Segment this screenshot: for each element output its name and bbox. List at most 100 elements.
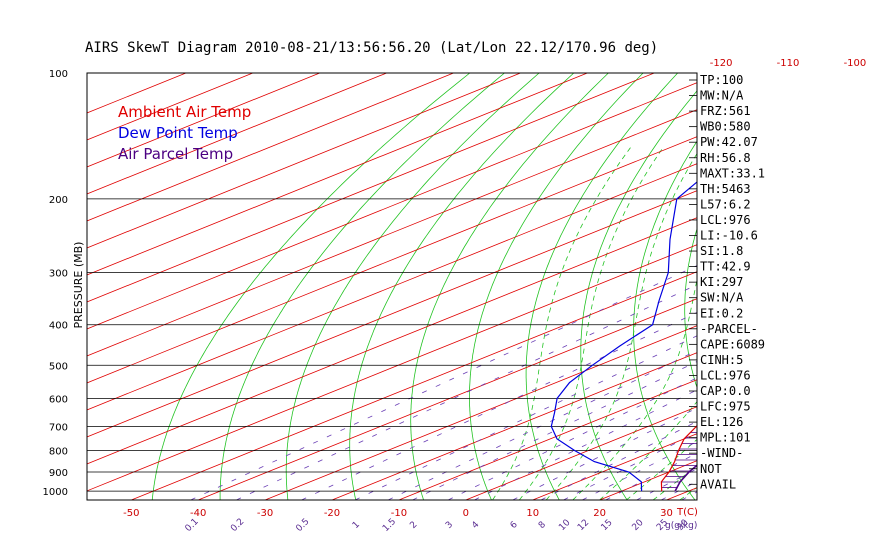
mixing-ratio-label: 6 [509,520,520,531]
stability-index-value: CAPE:6089 [700,337,765,351]
legend: Ambient Air Temp Dew Point Temp Air Parc… [118,103,251,163]
mixing-ratio-line [636,468,697,500]
bottom-temp-tick-label: 30 [660,508,673,519]
plot-frame [86,72,698,501]
stability-index-value: CAP:0.0 [700,384,751,398]
isotherm [198,298,697,500]
mixing-ratio-label: 1.5 [381,517,398,534]
dew-point-temp-line [550,181,697,492]
stability-index-value: TP:100 [700,73,743,87]
isotherm [131,271,697,500]
stability-index-value: AVAIL [700,477,736,491]
mixing-ratio-label: 0.1 [184,517,201,534]
moist-adiabat [492,146,632,500]
mixing-ratio-label: 0.5 [294,517,311,534]
stability-index-value: TH:5463 [700,182,751,196]
dry-adiabat [151,73,471,500]
dry-adiabat [219,73,505,500]
pressure-tick-label: 700 [49,422,68,433]
stability-index-value: L57:6.2 [700,197,751,211]
stability-index-value: CINH:5 [700,353,743,367]
dry-adiabat [782,73,870,500]
legend-ambient-air-temp: Ambient Air Temp [118,103,251,121]
isotherm [398,379,697,500]
stability-index-value: RH:56.8 [700,151,751,165]
stability-index-value: PW:42.07 [700,135,758,149]
legend-air-parcel-temp: Air Parcel Temp [118,145,233,163]
stability-index-value: MAXT:33.1 [700,166,765,180]
dry-adiabat [829,73,870,500]
stability-index-value: -WIND- [700,446,743,460]
x-axis-label: T(C) [676,507,698,518]
stability-index-value: EL:126 [700,415,743,429]
bottom-temp-tick-label: -50 [123,508,139,519]
mixing-ratio-line [354,335,697,500]
stability-index-value: LCL:976 [700,213,751,227]
bottom-temp-tick-label: 10 [526,508,539,519]
stability-index-value: WB0:580 [700,120,751,134]
isotherm [465,406,697,500]
top-temp-tick-label: -120 [710,58,733,69]
chart-title: AIRS SkewT Diagram 2010-08-21/13:56:56.2… [85,40,658,56]
stability-index-value: -PARCEL- [700,322,758,336]
isotherm [87,190,697,438]
isotherm [87,136,697,384]
mixing-ratio-line [412,361,697,500]
pressure-tick-label: 500 [49,361,68,372]
mixing-ratio-line [388,350,697,500]
mixing-ratio-label: 1 [351,520,362,531]
dry-adiabat [349,73,575,500]
isotherm [331,352,697,500]
stability-index-value: MW:N/A [700,89,744,103]
pressure-tick-label: 600 [49,394,68,405]
isotherm [87,73,454,222]
isotherm [87,73,320,168]
isotherm [87,82,697,330]
pressure-tick-label: 1000 [43,487,68,498]
mixing-ratio-label: 15 [600,518,615,533]
stability-index-value: LFC:975 [700,400,751,414]
stability-index-value: LI:-10.6 [700,229,758,243]
legend-dew-point-temp: Dew Point Temp [118,124,238,142]
stability-index-value: FRZ:561 [700,104,751,118]
bottom-temp-tick-label: -10 [391,508,407,519]
mixing-ratio-line [474,389,697,500]
plot-area [87,73,870,500]
ambient-air-temp-line [660,424,697,492]
mixing-ratio-label: 20 [631,518,646,533]
isotherm [87,73,588,276]
stability-index-value: LCL:976 [700,368,751,382]
isotherm [87,109,697,357]
bottom-temp-tick-label: -20 [324,508,340,519]
mixing-ratio-label: 8 [537,520,548,531]
bottom-temp-tick-label: 0 [463,508,469,519]
stability-index-value: NOT [700,462,722,476]
stability-index-value: EI:0.2 [700,306,743,320]
isotherm [87,163,697,411]
dry-adiabat [525,73,678,500]
dry-adiabat [410,73,609,500]
pressure-tick-label: 100 [49,69,68,80]
mixing-ratio-label: 0.2 [229,517,246,534]
isotherm [87,73,521,249]
isotherm [87,73,655,303]
top-temp-tick-label: -110 [777,58,800,69]
mixing-ratio-line [236,284,697,500]
stability-index-value: TT:42.9 [700,260,751,274]
mixing-ratio-line [512,407,697,500]
mixing-ratio-label: 10 [557,518,572,533]
dry-adiabat [633,140,697,500]
mixing-ratio-label: 2 [408,520,419,531]
bottom-temp-tick-label: -40 [190,508,206,519]
dry-adiabat [285,73,540,500]
pressure-tick-label: 800 [49,447,68,458]
isotherm [87,217,697,465]
y-axis-label: PRESSURE (MB) [72,242,85,329]
dry-adiabat [580,90,697,500]
pressure-tick-label: 300 [49,269,68,280]
pressure-tick-label: 900 [49,468,68,479]
mixing-ratio-line [190,265,697,500]
stability-index-value: KI:297 [700,275,743,289]
